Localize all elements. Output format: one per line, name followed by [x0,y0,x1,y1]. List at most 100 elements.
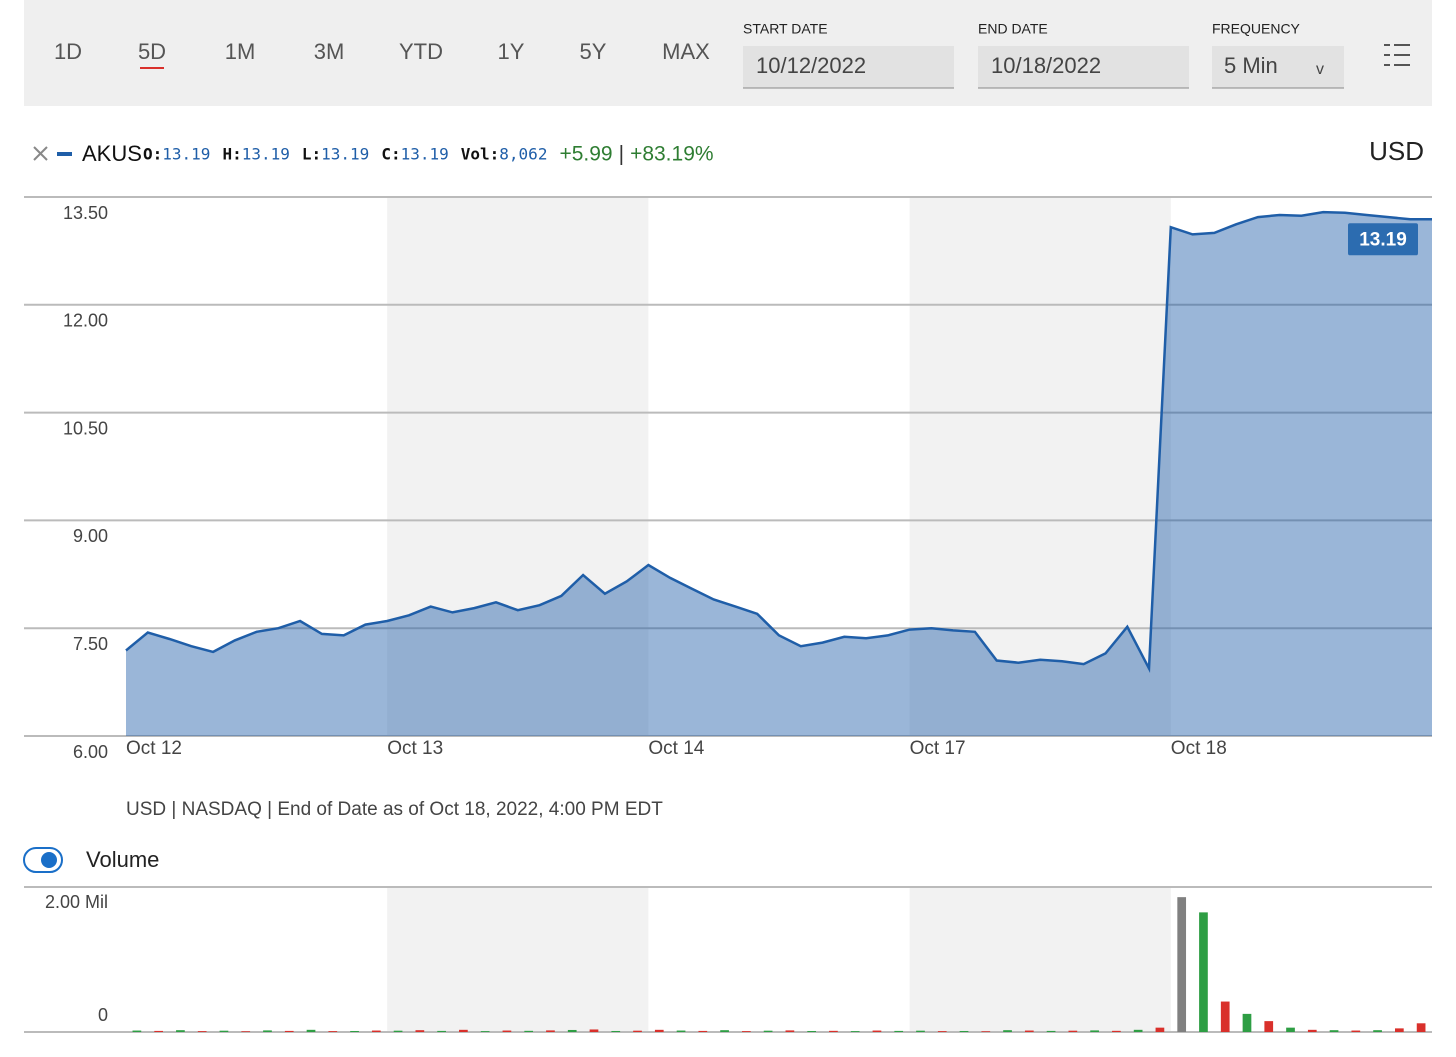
y-tick-label: 13.50 [63,203,108,223]
y-tick-label: 12.00 [63,311,108,331]
last-value-badge [1348,223,1418,256]
quote-value: 13.19 [242,145,290,164]
range-tab[interactable]: MAX [662,39,710,64]
volume-bar [546,1030,555,1032]
volume-bar [1003,1030,1012,1032]
y-tick-label: 6.00 [73,742,108,762]
volume-bar [241,1031,251,1032]
range-tab[interactable]: 1D [54,39,82,64]
volume-bar [1133,1029,1143,1032]
volume-bar [1046,1030,1056,1032]
volume-bar [284,1030,294,1032]
volume-bar [459,1029,468,1032]
day-shade [909,197,1171,736]
range-tab[interactable]: 3M [314,39,345,64]
range-tab[interactable]: YTD [399,39,443,64]
quote-label: O: [143,145,162,164]
volume-bar [350,1030,359,1032]
volume-bar [1024,1030,1034,1032]
plots: 6.00 7.50 9.00 10.50 12.00 13.50 13.19 Oct 12 Oc… [24,196,1432,1033]
frequency-value[interactable]: 5 Min [1224,53,1278,78]
volume-bar [263,1030,272,1032]
volume-bar [1199,912,1208,1032]
volume-bar [916,1030,925,1032]
quote-value: 13.19 [162,145,210,164]
change: +5.99 [559,143,612,166]
volume-bar [1373,1030,1382,1032]
volume-bar [720,1030,729,1032]
currency: USD [1369,136,1424,166]
volume-bar [1329,1030,1339,1032]
volume-bar [698,1030,708,1032]
volume-bar [959,1030,969,1032]
legend-swatch [57,152,72,156]
quote-value: 13.19 [401,145,449,164]
volume-bar [763,1030,773,1032]
volume-bar [654,1029,664,1032]
volume-bar [1068,1030,1078,1032]
volume-bar [981,1031,991,1032]
volume-bar [306,1029,316,1032]
volume-bar [1286,1027,1295,1032]
area-fill [126,212,1432,737]
volume-label: Volume [86,847,159,872]
volume-bar [567,1029,577,1032]
volume-bar [1155,1027,1165,1032]
volume-bar [937,1031,947,1032]
change: +83.19% [630,143,714,166]
volume-bar [1220,1001,1230,1032]
quote-label: L: [302,145,321,164]
volume-bar [393,1030,403,1032]
y-tick-label: 9.00 [73,526,108,546]
last-value-label: 13.19 [1359,229,1407,250]
end-input[interactable] [978,46,1189,88]
volume-bar [829,1030,838,1032]
x-tick-label: Oct 18 [1171,738,1227,759]
end-label: END DATE [978,21,1048,37]
end-date[interactable]: 10/18/2022 [991,53,1101,78]
footer: USD | NASDAQ | End of Date as of Oct 18,… [126,799,663,820]
y-tick-label: 2.00 Mil [45,892,108,912]
quote-label: C: [381,145,400,164]
volume-bar [1112,1030,1121,1032]
volume-bar [415,1030,425,1032]
ticker: AKUS [82,141,142,166]
day-shade [387,887,649,1032]
quote-value: 13.19 [321,145,369,164]
volume-bar [154,1030,164,1032]
toggle-knob[interactable] [41,852,57,868]
volume-bar [371,1030,381,1032]
volume-bar [197,1031,207,1032]
range-tab[interactable]: 1Y [498,39,525,64]
volume-bar [1307,1029,1317,1032]
volume-bar [437,1030,446,1032]
menu-icon[interactable] [1384,44,1410,66]
volume-bar [132,1030,142,1032]
toolbar [24,0,1432,106]
volume-bar [850,1031,860,1032]
volume-bar [1242,1013,1252,1032]
frequency-label: FREQUENCY [1212,21,1301,37]
x-tick-label: Oct 14 [648,738,704,759]
volume-bar [480,1031,490,1032]
y-tick-label: 7.50 [73,634,108,654]
volume-bar [176,1030,185,1032]
volume-bar [611,1030,621,1032]
range-tab[interactable]: 5D [138,39,166,64]
volume-bar [872,1030,882,1032]
range-tab[interactable]: 5Y [580,39,607,64]
volume-bar [589,1029,599,1032]
volume-bar [741,1031,751,1032]
start-input[interactable] [743,46,954,88]
dropdown-arrow[interactable]: v [1316,61,1324,78]
frequency-select[interactable] [1212,46,1344,88]
volume-bar [785,1030,795,1032]
volume-bar [1090,1030,1099,1032]
quote-label: H: [222,145,241,164]
x-tick-label: Oct 17 [910,738,966,759]
start-date[interactable]: 10/12/2022 [756,53,866,78]
range-tab[interactable]: 1M [225,39,256,64]
volume-bar [807,1030,817,1032]
volume-bar [219,1030,229,1032]
close-icon[interactable] [33,146,48,161]
